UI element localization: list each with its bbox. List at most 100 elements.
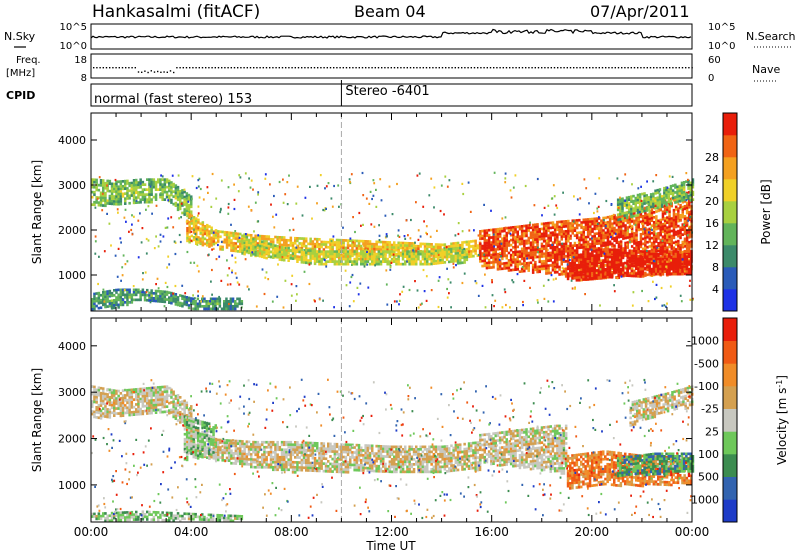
range-cell [245,246,249,249]
range-cell [410,255,414,258]
range-cell [132,196,136,200]
range-cell [584,277,587,281]
range-cell [93,185,96,189]
range-cell [246,249,248,252]
range-cell [630,217,634,221]
range-cell [591,240,594,243]
range-cell [350,275,353,279]
frequency-sample [173,71,175,74]
range-cell [657,265,660,268]
range-cell [635,241,638,245]
frequency-sample [493,67,495,69]
range-cell [154,185,158,189]
range-cell [247,205,250,208]
range-cell [682,191,686,194]
range-cell [685,216,689,220]
range-cell [683,207,687,211]
range-cell [685,221,689,225]
range-cell [337,256,340,259]
range-cell [501,254,504,258]
range-cell [258,242,262,245]
range-cell [423,245,427,248]
range-cell [619,203,622,206]
range-cell [687,250,691,253]
range-cell [390,243,394,247]
range-cell [646,255,649,258]
range-cell [208,230,211,233]
range-cell [567,219,570,223]
range-cell [584,225,588,229]
range-cell [302,242,306,245]
range-cell [639,215,643,219]
range-cell [604,246,607,250]
range-cell [525,252,528,255]
range-cell [624,229,627,232]
range-cell [121,291,125,294]
range-cell [575,221,579,225]
range-cell [650,259,654,262]
range-cell [573,251,577,255]
range-cell [95,188,98,192]
range-cell [603,219,605,222]
range-cell [523,254,526,258]
range-cell [97,296,101,300]
range-cell [580,258,583,262]
range-cell [371,252,374,256]
range-cell [234,244,238,248]
range-cell [686,231,689,234]
frequency-sample [605,67,607,69]
range-cell [512,246,515,249]
range-cell [589,262,592,266]
range-cell [644,226,647,230]
range-cell [195,227,198,230]
range-cell [625,196,629,200]
range-cell [652,202,655,206]
range-cell [628,220,632,224]
range-cell [577,266,581,269]
range-cell [230,231,233,235]
range-cell [573,261,576,265]
frequency-sample [685,67,687,69]
range-cell [185,197,189,200]
range-cell [689,279,691,282]
range-cell [410,257,414,261]
range-cell [397,246,400,250]
range-cell [174,189,178,192]
range-cell [602,229,605,232]
range-cell [560,270,563,274]
range-cell [688,218,691,222]
range-cell [163,178,167,181]
frequency-sample [358,67,360,69]
range-cell [95,201,98,204]
range-cell [119,298,123,302]
range-cell [600,261,603,265]
range-cell [300,244,304,248]
range-cell [349,251,352,255]
range-cell [652,243,656,247]
range-cell [410,262,414,266]
range-cell [318,243,321,246]
range-cell [503,237,506,240]
range-cell [553,258,557,262]
range-cell [504,226,507,229]
range-cell [234,256,237,259]
range-cell [232,241,235,245]
range-cell [128,196,131,200]
range-cell [108,182,112,185]
range-cell [305,239,308,243]
range-cell [611,222,614,226]
range-cell [305,248,308,252]
range-cell [527,224,530,227]
range-cell [591,222,594,226]
range-cell [485,261,489,265]
range-cell [126,194,129,198]
range-cell [648,257,651,261]
range-cell [197,227,200,230]
range-cell [384,248,387,252]
range-cell [419,252,422,256]
range-cell [610,275,614,279]
range-cell [606,253,609,256]
frequency-sample [201,67,204,69]
range-cell [154,188,158,191]
range-cell [529,248,533,252]
